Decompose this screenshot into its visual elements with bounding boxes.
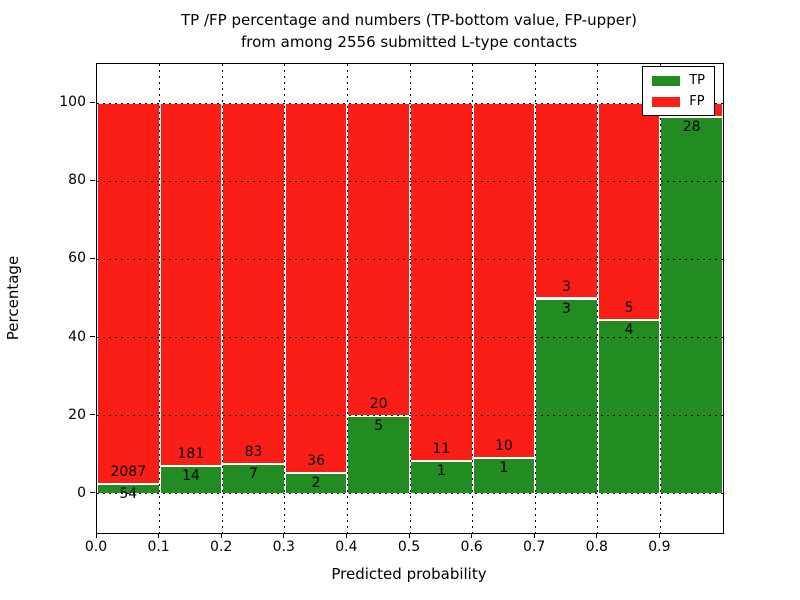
bar-segment-fp <box>535 103 598 299</box>
vertical-gridline <box>659 64 661 533</box>
vertical-gridline <box>472 64 474 533</box>
bar-segment-fp <box>597 103 661 321</box>
legend-swatch-tp <box>652 75 681 86</box>
fp-count-label: 3 <box>562 278 571 295</box>
x-tick-mark <box>345 533 347 538</box>
vertical-gridline <box>159 64 161 533</box>
tp-count-label: 5 <box>374 417 384 434</box>
bar-segment-fp <box>472 103 536 459</box>
vertical-gridline <box>597 64 599 533</box>
x-tick-mark <box>283 533 285 538</box>
x-tick-label: 0.6 <box>460 539 483 555</box>
horizontal-gridline <box>97 180 723 182</box>
x-tick-label: 0.4 <box>335 539 358 555</box>
x-tick-mark <box>220 533 222 538</box>
x-axis-label: Predicted probability <box>331 565 487 583</box>
tp-count-label: 14 <box>181 467 200 484</box>
y-tick-mark <box>90 179 95 181</box>
fp-count-label: 36 <box>307 453 325 470</box>
x-tick-label: 0.7 <box>523 539 546 555</box>
y-tick-mark <box>90 101 95 103</box>
bar-segment-fp <box>97 103 160 485</box>
x-tick-label: 0.2 <box>210 539 233 555</box>
fp-count-label: 20 <box>369 395 388 412</box>
y-tick-label: 100 <box>59 94 86 111</box>
horizontal-gridline <box>97 258 723 260</box>
tp-count-label: 7 <box>249 465 258 482</box>
y-tick-label: 0 <box>77 484 86 501</box>
y-tick-label: 80 <box>68 172 86 189</box>
bar-segment-fp <box>284 103 348 474</box>
x-tick-mark <box>658 533 660 538</box>
tp-count-label: 2 <box>311 475 321 492</box>
tp-count-label: 1 <box>436 463 446 480</box>
bar-segment-tp <box>222 463 285 494</box>
horizontal-gridline <box>97 415 723 417</box>
plot-area: 2087 54 181 14 83 7 36 2 20 5 11 1 10 1 3 3 5 4 28 TP FP <box>96 63 724 534</box>
tp-count-label: 1 <box>499 460 509 477</box>
y-axis-label: Percentage <box>4 255 22 341</box>
x-tick-mark <box>596 533 598 538</box>
x-tick-label: 0.1 <box>147 539 170 555</box>
fp-count-label: 181 <box>177 445 205 462</box>
x-tick-mark <box>471 533 473 538</box>
fp-count-label: 83 <box>244 443 263 460</box>
x-tick-label: 0.3 <box>272 539 295 555</box>
y-tick-label: 60 <box>68 250 86 267</box>
x-tick-mark <box>408 533 410 538</box>
legend-label-tp: TP <box>689 73 705 88</box>
y-tick-mark <box>90 492 95 494</box>
horizontal-gridline <box>97 493 723 495</box>
tp-count-label: 54 <box>119 486 138 503</box>
legend-label-fp: FP <box>689 94 705 109</box>
chart-title-line1: TP /FP percentage and numbers (TP-bottom… <box>181 11 637 29</box>
vertical-gridline <box>221 64 223 533</box>
chart-title-line2: from among 2556 submitted L-type contact… <box>240 33 578 51</box>
chart-title: TP /FP percentage and numbers (TP-bottom… <box>96 9 722 53</box>
vertical-gridline <box>346 64 348 533</box>
bar-segment-tp <box>597 320 661 494</box>
y-tick-label: 40 <box>68 328 86 345</box>
bar-segment-tp <box>660 116 723 494</box>
horizontal-gridline <box>97 102 723 104</box>
x-tick-label: 0.8 <box>585 539 608 555</box>
fp-count-label: 11 <box>432 441 451 458</box>
axis-annotations: 0.0 0.1 0.2 0.3 0.4 0.5 0.6 0.7 0.8 0.9 0 20 40 60 80 1… <box>59 63 722 555</box>
vertical-gridline <box>284 64 286 533</box>
tp-count-label: 4 <box>624 322 634 339</box>
x-tick-mark <box>95 533 97 538</box>
vertical-gridline <box>409 64 411 533</box>
x-tick-label: 0.9 <box>648 539 671 555</box>
fp-count-label: 5 <box>624 300 634 317</box>
legend-entry: TP <box>652 73 705 88</box>
bar-segment-fp <box>410 103 473 462</box>
bar-segment-fp <box>159 103 223 466</box>
vertical-gridline <box>534 64 536 533</box>
x-tick-mark <box>158 533 160 538</box>
x-tick-mark <box>533 533 535 538</box>
legend: TP FP <box>642 66 715 116</box>
tp-count-label: 3 <box>562 300 571 317</box>
horizontal-gridline <box>97 337 723 339</box>
y-tick-mark <box>90 336 95 338</box>
bar-segment-fp <box>222 103 285 464</box>
tp-count-label: 28 <box>682 118 701 135</box>
legend-entry: FP <box>652 94 705 109</box>
y-tick-mark <box>90 414 95 416</box>
x-tick-label: 0.0 <box>84 539 108 555</box>
y-tick-mark <box>90 257 95 259</box>
legend-swatch-fp <box>652 96 681 107</box>
x-tick-label: 0.5 <box>397 539 421 555</box>
fp-count-label: 10 <box>494 438 513 455</box>
fp-count-label: 2087 <box>110 464 147 481</box>
y-tick-label: 20 <box>68 406 86 423</box>
bar-segment-tp <box>535 298 598 494</box>
